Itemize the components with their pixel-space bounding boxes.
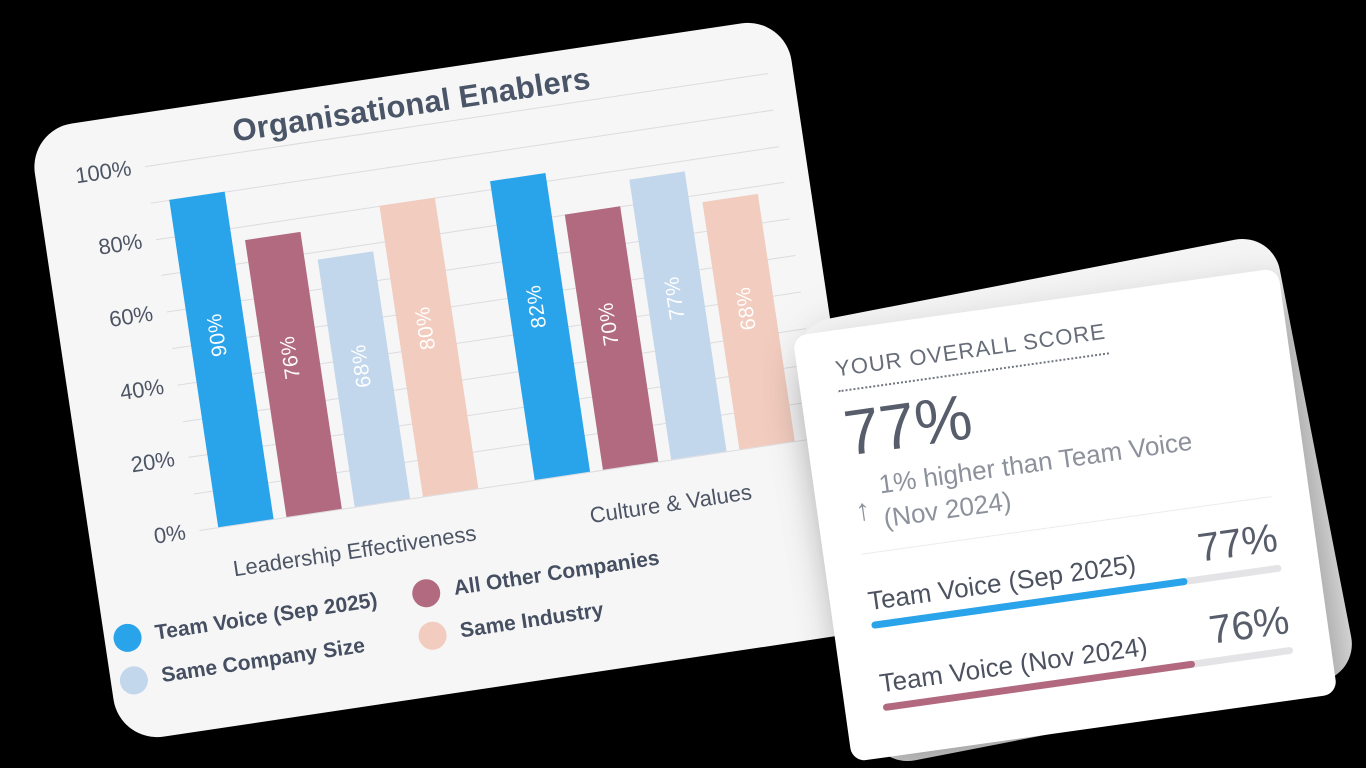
legend-dot-same-company-size [117,664,150,697]
score-row-value: 76% [1206,597,1292,653]
bar-value-label: 70% [594,300,624,348]
bar-value-label: 82% [521,283,552,330]
legend-item-label: All Other Companies [452,546,661,600]
x-axis-category-label: Culture & Values [587,479,754,529]
y-axis-tick-label: 40% [118,373,166,405]
y-axis-tick-label: 20% [129,446,177,478]
bar-value-label: 68% [731,285,761,332]
bar-value-label: 80% [410,304,441,351]
y-axis-tick-label: 0% [152,519,188,549]
bar-value-label: 90% [202,311,232,359]
enablers-chart-card: Organisational Enablers 0% 20% 40% 60% 80% 10… [28,16,877,744]
legend-dot-team-voice-sep-2025 [111,621,144,654]
bar-group-culture-values: 82% 70% 77% 68% [480,77,795,480]
up-arrow-icon: ↑ [853,493,873,528]
legend-dot-same-industry [416,619,449,652]
bar-value-label: 76% [275,334,305,381]
bar-value-label: 77% [660,274,690,321]
legend-item-same-industry: Same Industry [416,596,606,652]
score-row-value: 77% [1194,515,1281,571]
y-axis-tick-label: 60% [107,300,155,333]
legend-item-all-other-companies: All Other Companies [410,545,661,610]
bar-value-label: 68% [346,342,377,390]
overall-score-card: YOUR OVERALL SCORE 77% ↑ 1% higher than … [792,267,1338,763]
legend-dot-all-other-companies [410,577,443,610]
y-axis-tick-label: 80% [96,228,144,260]
legend-item-label: Same Industry [458,598,606,643]
bar-group-leadership-effectiveness: 90% 76% 68% 80% [164,124,479,528]
